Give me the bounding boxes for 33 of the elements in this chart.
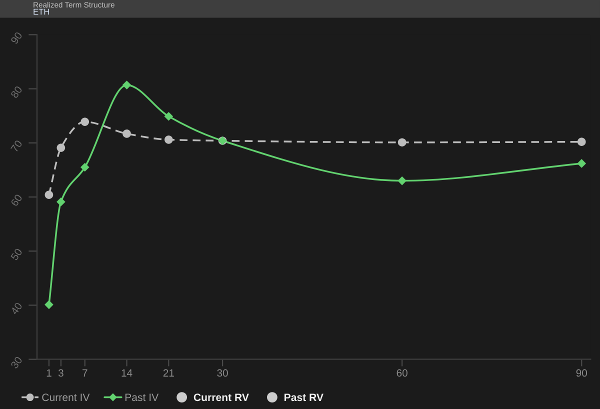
x-tick-label: 1 [46, 369, 52, 377]
point [577, 159, 586, 168]
x-tick-label: 90 [576, 369, 588, 377]
x-tick-label: 7 [82, 369, 88, 377]
point [122, 130, 131, 138]
point [577, 138, 586, 146]
chart-subtitle: ETH [34, 8, 49, 15]
x-tick-label: 3 [58, 369, 64, 377]
y-tick-label: 40 [10, 302, 23, 316]
legend-label: Current IV [42, 394, 90, 402]
point [80, 118, 90, 126]
x-tick-label: 21 [163, 369, 174, 377]
y-tick-label: 50 [10, 248, 23, 261]
point [164, 135, 173, 144]
y-tick-label: 60 [10, 194, 23, 207]
x-tick-label: 60 [396, 369, 408, 377]
legend-label: Current RV [194, 394, 249, 402]
point [56, 144, 66, 152]
x-tick-label: 14 [122, 369, 132, 377]
point [56, 197, 66, 206]
point [398, 176, 406, 186]
legend-label: Past IV [125, 394, 159, 402]
point [44, 300, 54, 310]
point [44, 190, 54, 200]
y-tick-label: 90 [10, 31, 23, 44]
y-tick-label: 70 [10, 140, 23, 153]
legend-label: Past RV [284, 394, 324, 402]
point [122, 80, 132, 90]
y-tick-label: 80 [10, 86, 23, 99]
point [164, 112, 174, 121]
point [80, 162, 90, 172]
point [398, 138, 406, 147]
x-tick-label: 30 [217, 369, 228, 377]
